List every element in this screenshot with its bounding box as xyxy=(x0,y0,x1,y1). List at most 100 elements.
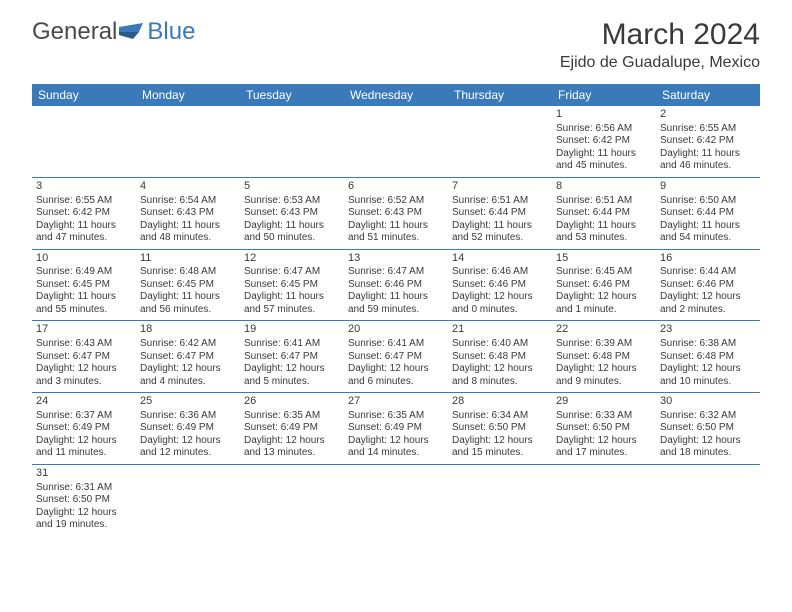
day-number: 11 xyxy=(140,252,236,266)
daylight-line: Daylight: 12 hours and 5 minutes. xyxy=(244,363,340,388)
daylight-line: Daylight: 11 hours and 47 minutes. xyxy=(36,220,132,245)
sunset-line: Sunset: 6:50 PM xyxy=(36,494,132,507)
calendar-cell: 6Sunrise: 6:52 AMSunset: 6:43 PMDaylight… xyxy=(344,178,448,249)
day-number: 2 xyxy=(660,108,756,122)
sunset-line: Sunset: 6:47 PM xyxy=(140,351,236,364)
sunrise-line: Sunrise: 6:54 AM xyxy=(140,195,236,208)
daylight-line: Daylight: 11 hours and 46 minutes. xyxy=(660,148,756,173)
daylight-line: Daylight: 12 hours and 1 minute. xyxy=(556,291,652,316)
day-number: 19 xyxy=(244,323,340,337)
sunset-line: Sunset: 6:42 PM xyxy=(36,207,132,220)
calendar-cell: 30Sunrise: 6:32 AMSunset: 6:50 PMDayligh… xyxy=(656,393,760,464)
week-row: 17Sunrise: 6:43 AMSunset: 6:47 PMDayligh… xyxy=(32,321,760,393)
daylight-line: Daylight: 12 hours and 8 minutes. xyxy=(452,363,548,388)
sunset-line: Sunset: 6:47 PM xyxy=(36,351,132,364)
sunrise-line: Sunrise: 6:42 AM xyxy=(140,338,236,351)
week-row: 10Sunrise: 6:49 AMSunset: 6:45 PMDayligh… xyxy=(32,250,760,322)
day-number: 30 xyxy=(660,395,756,409)
daylight-line: Daylight: 12 hours and 6 minutes. xyxy=(348,363,444,388)
sunrise-line: Sunrise: 6:56 AM xyxy=(556,123,652,136)
sunset-line: Sunset: 6:45 PM xyxy=(244,279,340,292)
calendar-cell-empty xyxy=(344,106,448,177)
calendar-cell: 1Sunrise: 6:56 AMSunset: 6:42 PMDaylight… xyxy=(552,106,656,177)
week-row: 3Sunrise: 6:55 AMSunset: 6:42 PMDaylight… xyxy=(32,178,760,250)
calendar-cell: 14Sunrise: 6:46 AMSunset: 6:46 PMDayligh… xyxy=(448,250,552,321)
daylight-line: Daylight: 12 hours and 0 minutes. xyxy=(452,291,548,316)
calendar-cell: 22Sunrise: 6:39 AMSunset: 6:48 PMDayligh… xyxy=(552,321,656,392)
sunset-line: Sunset: 6:45 PM xyxy=(36,279,132,292)
sunrise-line: Sunrise: 6:38 AM xyxy=(660,338,756,351)
daylight-line: Daylight: 12 hours and 11 minutes. xyxy=(36,435,132,460)
day-number: 6 xyxy=(348,180,444,194)
day-number: 26 xyxy=(244,395,340,409)
daylight-line: Daylight: 12 hours and 17 minutes. xyxy=(556,435,652,460)
calendar-cell: 27Sunrise: 6:35 AMSunset: 6:49 PMDayligh… xyxy=(344,393,448,464)
calendar-cell: 3Sunrise: 6:55 AMSunset: 6:42 PMDaylight… xyxy=(32,178,136,249)
sunrise-line: Sunrise: 6:32 AM xyxy=(660,410,756,423)
day-number: 8 xyxy=(556,180,652,194)
day-header: Friday xyxy=(552,84,656,106)
day-number: 28 xyxy=(452,395,548,409)
logo-text-2: Blue xyxy=(147,18,195,46)
daylight-line: Daylight: 11 hours and 50 minutes. xyxy=(244,220,340,245)
day-number: 25 xyxy=(140,395,236,409)
sunset-line: Sunset: 6:50 PM xyxy=(556,422,652,435)
sunrise-line: Sunrise: 6:36 AM xyxy=(140,410,236,423)
sunset-line: Sunset: 6:49 PM xyxy=(348,422,444,435)
daylight-line: Daylight: 11 hours and 52 minutes. xyxy=(452,220,548,245)
sunset-line: Sunset: 6:50 PM xyxy=(660,422,756,435)
daylight-line: Daylight: 11 hours and 45 minutes. xyxy=(556,148,652,173)
day-number: 29 xyxy=(556,395,652,409)
sunrise-line: Sunrise: 6:49 AM xyxy=(36,266,132,279)
calendar-cell: 17Sunrise: 6:43 AMSunset: 6:47 PMDayligh… xyxy=(32,321,136,392)
sunset-line: Sunset: 6:48 PM xyxy=(452,351,548,364)
day-number: 18 xyxy=(140,323,236,337)
week-row: 31Sunrise: 6:31 AMSunset: 6:50 PMDayligh… xyxy=(32,465,760,536)
sunrise-line: Sunrise: 6:35 AM xyxy=(348,410,444,423)
day-header: Wednesday xyxy=(344,84,448,106)
calendar-cell: 8Sunrise: 6:51 AMSunset: 6:44 PMDaylight… xyxy=(552,178,656,249)
sunrise-line: Sunrise: 6:34 AM xyxy=(452,410,548,423)
day-number: 24 xyxy=(36,395,132,409)
daylight-line: Daylight: 12 hours and 18 minutes. xyxy=(660,435,756,460)
sunset-line: Sunset: 6:48 PM xyxy=(556,351,652,364)
daylight-line: Daylight: 12 hours and 14 minutes. xyxy=(348,435,444,460)
sunrise-line: Sunrise: 6:53 AM xyxy=(244,195,340,208)
calendar-cell: 31Sunrise: 6:31 AMSunset: 6:50 PMDayligh… xyxy=(32,465,136,536)
calendar-cell: 13Sunrise: 6:47 AMSunset: 6:46 PMDayligh… xyxy=(344,250,448,321)
day-number: 15 xyxy=(556,252,652,266)
sunset-line: Sunset: 6:44 PM xyxy=(452,207,548,220)
day-number: 4 xyxy=(140,180,236,194)
daylight-line: Daylight: 11 hours and 57 minutes. xyxy=(244,291,340,316)
daylight-line: Daylight: 11 hours and 51 minutes. xyxy=(348,220,444,245)
daylight-line: Daylight: 12 hours and 19 minutes. xyxy=(36,507,132,532)
sunrise-line: Sunrise: 6:43 AM xyxy=(36,338,132,351)
calendar-cell: 18Sunrise: 6:42 AMSunset: 6:47 PMDayligh… xyxy=(136,321,240,392)
day-number: 12 xyxy=(244,252,340,266)
calendar-cell-empty xyxy=(240,465,344,536)
day-number: 27 xyxy=(348,395,444,409)
daylight-line: Daylight: 11 hours and 54 minutes. xyxy=(660,220,756,245)
sunset-line: Sunset: 6:50 PM xyxy=(452,422,548,435)
daylight-line: Daylight: 12 hours and 12 minutes. xyxy=(140,435,236,460)
day-number: 21 xyxy=(452,323,548,337)
day-header: Sunday xyxy=(32,84,136,106)
header: General Blue March 2024 Ejido de Guadalu… xyxy=(0,0,792,80)
title-block: March 2024 Ejido de Guadalupe, Mexico xyxy=(560,18,760,72)
day-header: Tuesday xyxy=(240,84,344,106)
sunset-line: Sunset: 6:44 PM xyxy=(556,207,652,220)
calendar-cell: 19Sunrise: 6:41 AMSunset: 6:47 PMDayligh… xyxy=(240,321,344,392)
calendar-cell: 10Sunrise: 6:49 AMSunset: 6:45 PMDayligh… xyxy=(32,250,136,321)
daylight-line: Daylight: 11 hours and 48 minutes. xyxy=(140,220,236,245)
sunset-line: Sunset: 6:49 PM xyxy=(36,422,132,435)
calendar-cell: 25Sunrise: 6:36 AMSunset: 6:49 PMDayligh… xyxy=(136,393,240,464)
calendar-cell: 16Sunrise: 6:44 AMSunset: 6:46 PMDayligh… xyxy=(656,250,760,321)
sunset-line: Sunset: 6:46 PM xyxy=(660,279,756,292)
sunset-line: Sunset: 6:42 PM xyxy=(660,135,756,148)
sunrise-line: Sunrise: 6:44 AM xyxy=(660,266,756,279)
sunset-line: Sunset: 6:48 PM xyxy=(660,351,756,364)
calendar-cell: 15Sunrise: 6:45 AMSunset: 6:46 PMDayligh… xyxy=(552,250,656,321)
sunset-line: Sunset: 6:46 PM xyxy=(452,279,548,292)
calendar-cell: 2Sunrise: 6:55 AMSunset: 6:42 PMDaylight… xyxy=(656,106,760,177)
sunrise-line: Sunrise: 6:48 AM xyxy=(140,266,236,279)
